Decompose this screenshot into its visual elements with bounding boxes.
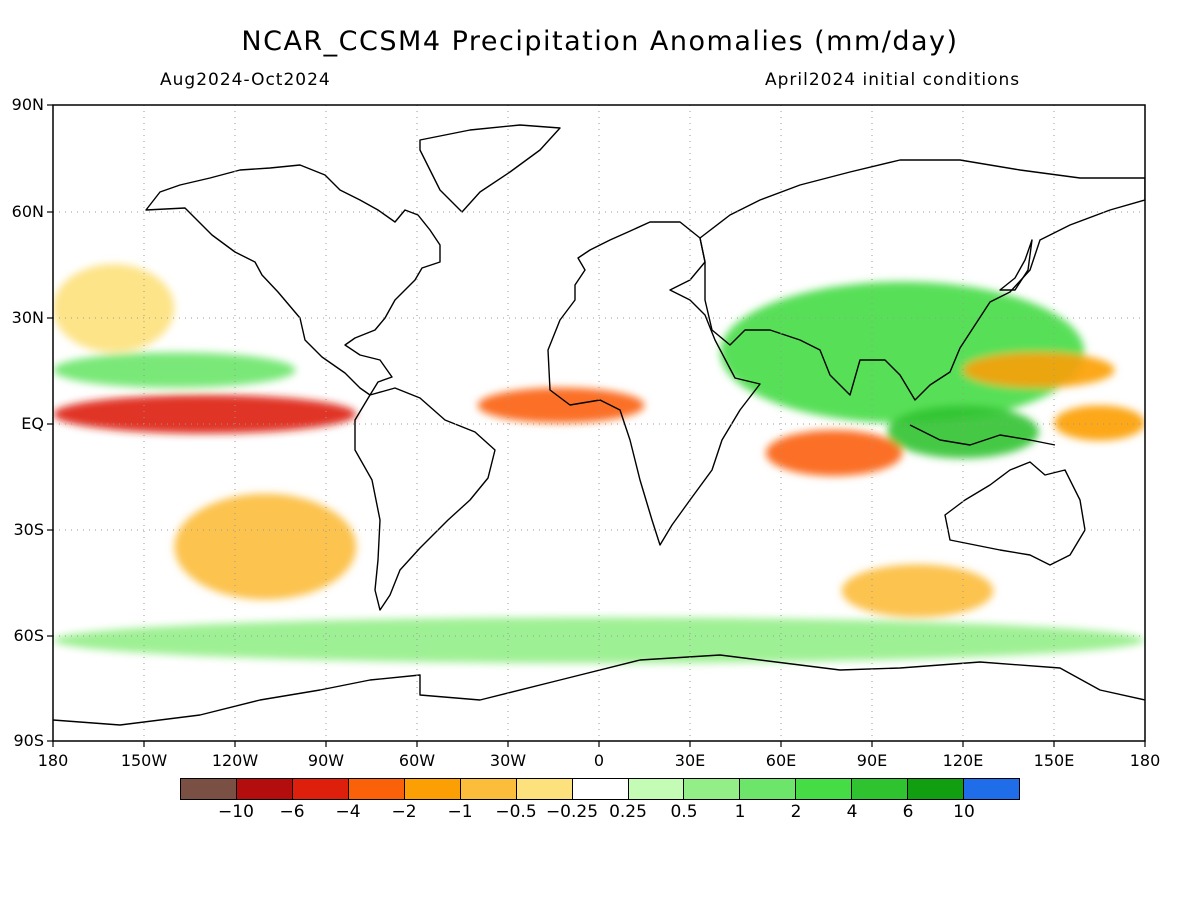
colorbar-tick-label: 10 <box>953 802 975 822</box>
colorbar-swatch <box>236 779 293 799</box>
anomaly-region <box>53 617 1145 664</box>
lon-label-120w: 120W <box>211 751 259 770</box>
axis-ticks <box>47 104 1146 747</box>
colorbar-swatch <box>684 779 741 799</box>
colorbar-tick-label: −4 <box>335 802 361 822</box>
colorbar-tick-label: −0.25 <box>545 802 599 822</box>
australia-coast <box>944 461 1086 566</box>
lat-label-60s: 60S <box>13 626 44 645</box>
colorbar-tick-label: −6 <box>279 802 305 822</box>
anomaly-region <box>765 430 903 476</box>
lon-label-60w: 60W <box>398 751 436 770</box>
colorbar-tick-label: −2 <box>391 802 417 822</box>
anomaly-region <box>477 387 645 424</box>
colorbar-swatch <box>852 779 909 799</box>
lat-label-30n: 30N <box>11 308 44 327</box>
indonesia-coast <box>909 424 1056 446</box>
map-title: NCAR_CCSM4 Precipitation Anomalies (mm/d… <box>241 26 959 57</box>
anomaly-region <box>1054 405 1145 441</box>
coastlines <box>53 124 1145 726</box>
lat-label-eq: EQ <box>21 414 44 433</box>
antarctica-coast <box>53 654 1145 726</box>
colorbar-tick-label: 2 <box>790 802 802 822</box>
lon-label-90w: 90W <box>307 751 345 770</box>
forecast-period: Aug2024-Oct2024 <box>160 70 331 90</box>
colorbar-swatch <box>740 779 797 799</box>
anomaly-region <box>841 564 994 618</box>
europe-africa-coast <box>547 221 761 546</box>
lat-label-90s: 90S <box>13 731 44 750</box>
colorbar-swatch <box>404 779 461 799</box>
anomaly-region <box>53 264 175 353</box>
anomaly-region <box>720 281 1085 423</box>
colorbar-swatch <box>572 779 629 799</box>
lon-label-30e: 30E <box>674 751 706 770</box>
anomaly-region <box>963 352 1115 388</box>
lat-label-90n: 90N <box>11 95 44 114</box>
lon-label-150e: 150E <box>1033 751 1075 770</box>
initial-conditions: April2024 initial conditions <box>765 70 1021 90</box>
colorbar-tick-label: 6 <box>902 802 914 822</box>
lon-label-90e: 90E <box>856 751 888 770</box>
colorbar-tick-label: 1 <box>734 802 746 822</box>
colorbar-swatch <box>908 779 965 799</box>
colorbar-swatch <box>628 779 685 799</box>
colorbar-swatch <box>516 779 573 799</box>
colorbar-swatch <box>292 779 349 799</box>
colorbar-tick-label: −10 <box>218 802 254 822</box>
asia-coast <box>699 159 1145 401</box>
lon-label-180w: 180 <box>37 751 69 770</box>
south-america-coast <box>354 387 496 611</box>
lon-label-0: 0 <box>593 751 605 770</box>
greenland-coast <box>419 124 561 213</box>
colorbar-tick-label: 0.5 <box>670 802 698 822</box>
lon-label-30w: 30W <box>489 751 527 770</box>
colorbar-tick-label: 4 <box>846 802 858 822</box>
colorbar-swatch <box>964 779 1020 799</box>
lon-label-150w: 150W <box>120 751 168 770</box>
colorbar-tick-label: 0.25 <box>609 802 647 822</box>
colorbar-tick-label: −1 <box>447 802 473 822</box>
anomaly-region <box>53 394 357 434</box>
north-america-coast <box>145 164 441 396</box>
lat-label-60n: 60N <box>11 202 44 221</box>
lon-label-60e: 60E <box>765 751 797 770</box>
colorbar-swatch <box>796 779 853 799</box>
graticule <box>53 105 1145 741</box>
lon-label-120e: 120E <box>942 751 984 770</box>
colorbar-swatch <box>348 779 405 799</box>
colorbar <box>180 778 1020 800</box>
colorbar-tick-label: −0.5 <box>495 802 537 822</box>
lat-label-30s: 30S <box>13 520 44 539</box>
anomaly-region <box>174 493 357 600</box>
anomaly-region <box>53 352 296 388</box>
japan-coast <box>999 239 1033 291</box>
colorbar-swatch <box>181 779 237 799</box>
anomaly-region <box>887 405 1039 459</box>
lon-label-180e: 180 <box>1129 751 1161 770</box>
colorbar-swatch <box>460 779 517 799</box>
